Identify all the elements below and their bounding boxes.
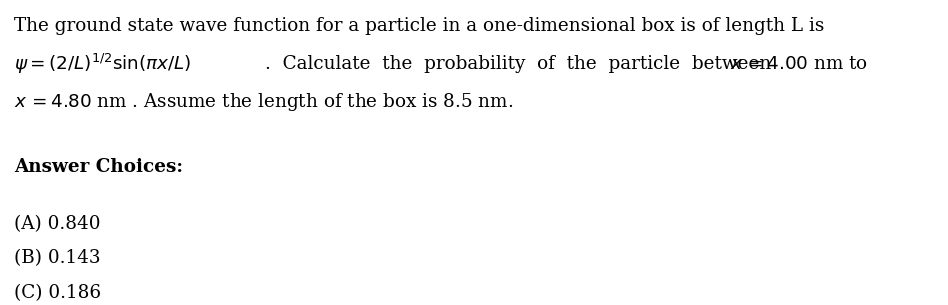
Text: (A) 0.840: (A) 0.840 (14, 215, 100, 233)
Text: (B) 0.143: (B) 0.143 (14, 249, 100, 267)
Text: $= 4.00$ nm to: $= 4.00$ nm to (744, 55, 868, 73)
Text: Answer Choices:: Answer Choices: (14, 158, 183, 176)
Text: $x$: $x$ (730, 55, 743, 73)
Text: $x$: $x$ (14, 93, 27, 111)
Text: (C) 0.186: (C) 0.186 (14, 285, 101, 303)
Text: $= 4.80$ nm . Assume the length of the box is 8.5 nm.: $= 4.80$ nm . Assume the length of the b… (28, 91, 513, 113)
Text: $\psi=(2/L)^{1/2}\sin(\pi x/L)$: $\psi=(2/L)^{1/2}\sin(\pi x/L)$ (14, 52, 191, 76)
Text: .  Calculate  the  probability  of  the  particle  between: . Calculate the probability of the parti… (265, 55, 772, 73)
Text: The ground state wave function for a particle in a one-dimensional box is of len: The ground state wave function for a par… (14, 17, 825, 35)
